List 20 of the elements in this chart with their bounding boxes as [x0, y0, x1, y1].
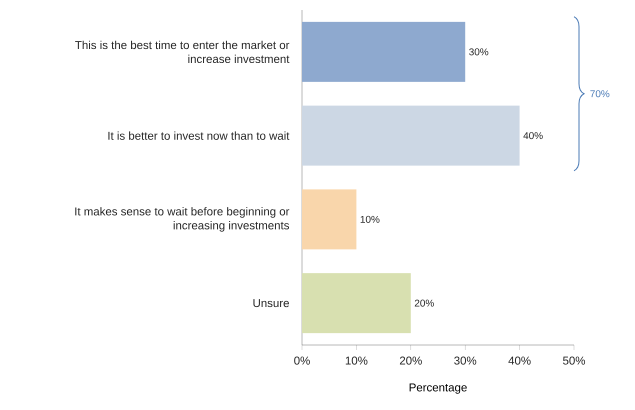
x-tick-label: 20% — [400, 356, 422, 365]
data-label: 40% — [523, 132, 543, 140]
bar — [302, 273, 411, 334]
data-label: 10% — [360, 216, 380, 223]
x-tick-label: 40% — [508, 356, 531, 365]
y-tick-label: Unsure — [253, 299, 289, 308]
data-label: 30% — [469, 48, 488, 56]
data-label: 20% — [414, 300, 434, 307]
x-tick-label: 10% — [346, 356, 368, 365]
y-tick-label: It is better to invest now than to wait — [108, 131, 290, 140]
y-tick-label: It makes sense to wait before beginning or increasing investments — [75, 207, 290, 232]
x-tick-label: 50% — [562, 356, 586, 365]
bar — [302, 22, 466, 82]
x-axis-title: Percentage — [410, 383, 467, 394]
text: 70% — [590, 90, 610, 98]
y-tick-label: This is the best time to enter the market or increase investment — [75, 40, 290, 64]
x-tick-label: 30% — [454, 356, 476, 365]
bar — [302, 106, 520, 166]
bar — [302, 189, 356, 250]
x-tick-label: 0% — [294, 356, 310, 365]
